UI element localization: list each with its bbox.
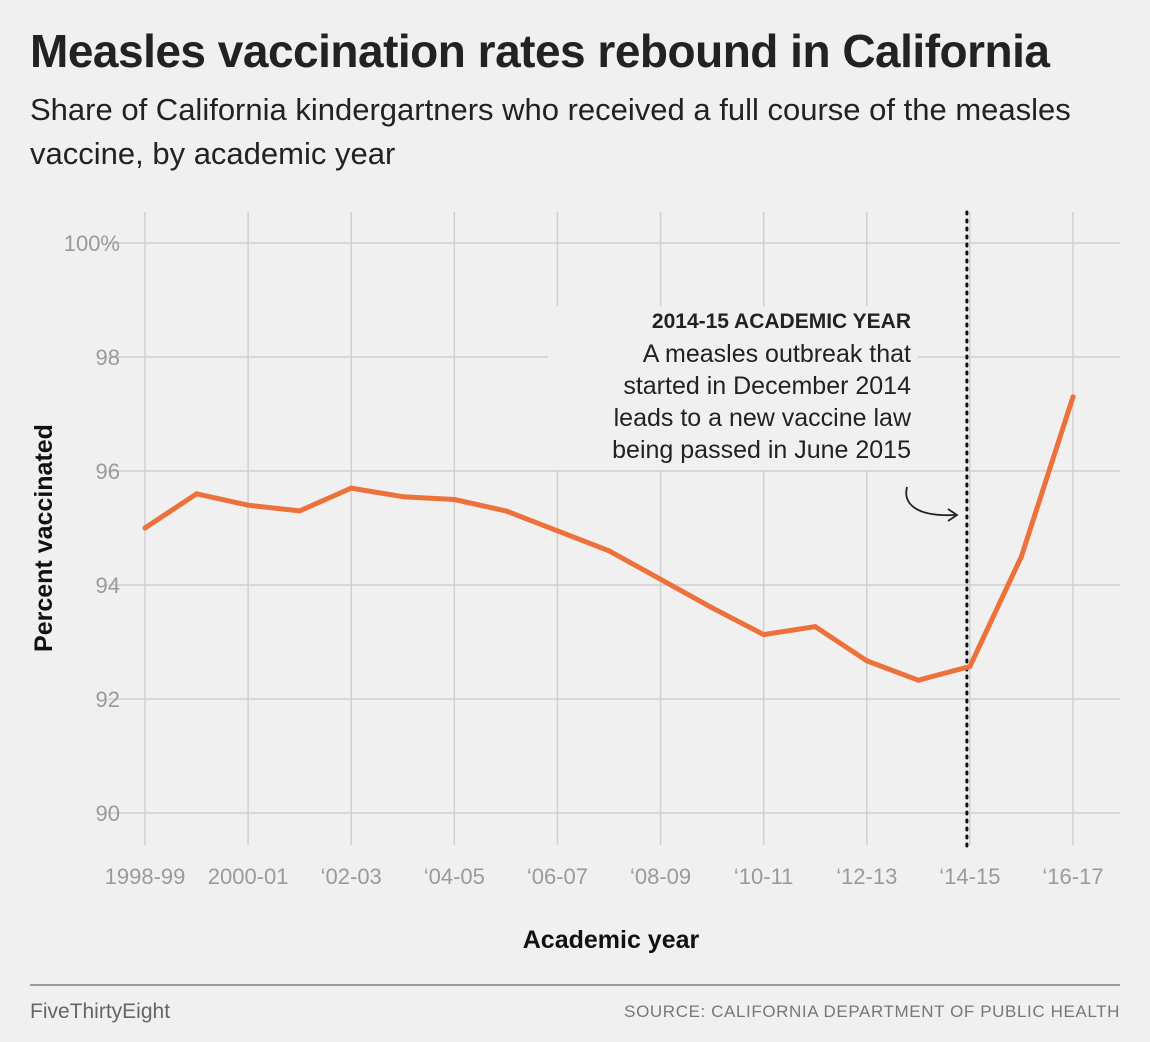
annotation-text-line: leads to a new vaccine law xyxy=(614,404,912,432)
y-axis-label: Percent vaccinated xyxy=(30,424,58,652)
x-tick-label: ‘06-07 xyxy=(527,864,588,889)
x-axis-label: Academic year xyxy=(523,926,700,954)
annotation-arrowhead xyxy=(947,508,959,522)
data-point xyxy=(503,508,509,514)
data-point xyxy=(1070,394,1076,400)
chart-subtitle: Share of California kindergartners who r… xyxy=(30,92,1071,171)
data-point xyxy=(142,525,148,531)
footer-divider xyxy=(30,984,1120,986)
x-tick-label: ‘08-09 xyxy=(630,864,691,889)
data-point xyxy=(709,605,715,611)
y-tick-label: 94 xyxy=(96,573,120,598)
data-point xyxy=(554,528,560,534)
data-point xyxy=(761,632,767,638)
annotation-background xyxy=(548,306,918,470)
x-tick-label: ‘14-15 xyxy=(939,864,1000,889)
line-chart: 90 92 94 96 98 100% 1998-99 2000-01 ‘02-03 ‘04-05… xyxy=(30,210,1120,954)
data-point xyxy=(194,491,200,497)
brand-label: FiveThirtyEight xyxy=(30,1000,171,1023)
data-point xyxy=(915,677,921,683)
y-tick-label: 92 xyxy=(96,687,120,712)
data-point xyxy=(1018,554,1024,559)
annotation-arrow xyxy=(905,486,956,516)
data-point xyxy=(967,664,973,670)
x-tick-label: 2000-01 xyxy=(208,864,289,889)
data-point xyxy=(400,494,406,500)
y-tick-label: 96 xyxy=(96,459,120,484)
annotation-heading: 2014-15 ACADEMIC YEAR xyxy=(652,310,911,333)
annotation-text-line: A measles outbreak that xyxy=(643,340,911,368)
data-point xyxy=(245,502,251,508)
x-tick-label: ‘04-05 xyxy=(424,864,485,889)
x-tick-label: ‘10-11 xyxy=(734,864,794,889)
x-tick-label: ‘02-03 xyxy=(321,864,382,889)
annotation-text-line: being passed in June 2015 xyxy=(612,436,911,464)
data-point xyxy=(864,658,870,664)
data-point xyxy=(812,624,818,630)
x-tick-label: ‘12-13 xyxy=(836,864,897,889)
data-point xyxy=(658,576,664,582)
y-tick-label: 100% xyxy=(64,231,120,256)
data-point xyxy=(297,508,303,514)
y-tick-label: 90 xyxy=(96,801,120,826)
y-tick-label: 98 xyxy=(96,345,120,370)
data-point xyxy=(451,497,457,502)
x-tick-label: 1998-99 xyxy=(105,864,186,889)
data-point xyxy=(348,485,354,491)
source-label: SOURCE: CALIFORNIA DEPARTMENT OF PUBLIC … xyxy=(624,1002,1120,1021)
chart-title: Measles vaccination rates rebound in Cal… xyxy=(30,25,1050,77)
annotation-text-line: started in December 2014 xyxy=(623,372,911,400)
data-point xyxy=(606,548,612,554)
x-tick-label: ‘16-17 xyxy=(1042,864,1103,889)
